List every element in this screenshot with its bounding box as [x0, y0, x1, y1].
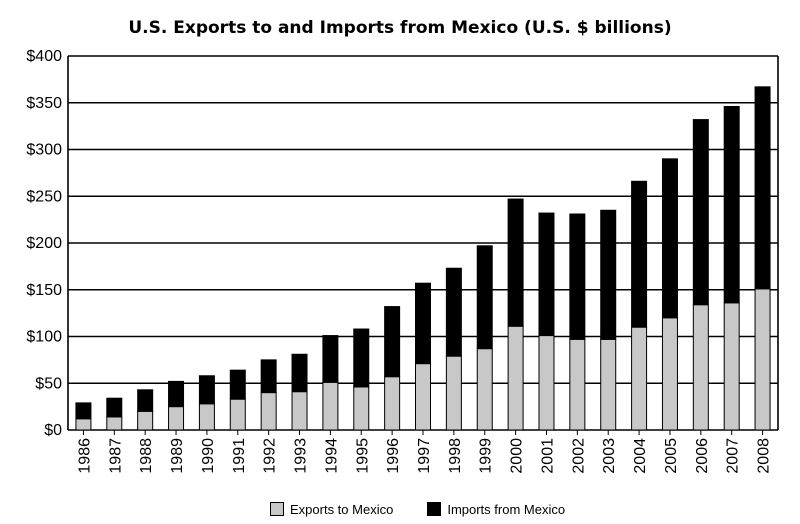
bar-exports: [631, 326, 648, 431]
y-tick-label: $0: [44, 422, 62, 439]
x-tick-label: 1990: [200, 438, 217, 474]
x-tick-label: 2000: [509, 438, 526, 474]
x-tick-label: 1988: [138, 438, 155, 474]
x-tick-label: 1993: [293, 438, 310, 474]
x-tick-label: 1996: [385, 438, 402, 474]
bar-exports: [445, 355, 462, 431]
bar-exports: [384, 376, 401, 431]
x-tick-label: 2004: [632, 438, 649, 474]
x-tick-label: 1991: [231, 438, 248, 474]
legend: Exports to Mexico Imports from Mexico: [270, 500, 599, 518]
x-tick-label: 2007: [725, 438, 742, 474]
legend-label-imports: Imports from Mexico: [447, 501, 566, 517]
bar-imports: [137, 389, 154, 412]
bar-imports: [507, 198, 524, 327]
bar-imports: [260, 359, 277, 394]
bar-exports: [137, 410, 154, 431]
y-tick-label: $200: [26, 235, 62, 252]
y-tick-label: $150: [26, 282, 62, 299]
bar-imports: [384, 306, 401, 378]
bar-imports: [106, 397, 123, 418]
bar-imports: [754, 86, 771, 290]
legend-swatch-imports: [427, 502, 442, 516]
y-tick-label: $300: [26, 142, 62, 159]
x-tick-label: 2003: [601, 438, 618, 474]
x-tick-label: 2002: [570, 438, 587, 474]
bar-exports: [754, 288, 771, 431]
bar-imports: [168, 380, 185, 408]
x-tick-label: 1992: [262, 438, 279, 474]
bar-imports: [476, 245, 493, 350]
bar-imports: [600, 209, 617, 340]
x-tick-label: 1997: [416, 438, 433, 474]
bar-imports: [291, 353, 308, 393]
chart-title: U.S. Exports to and Imports from Mexico …: [128, 18, 672, 38]
bar-exports: [260, 392, 277, 431]
x-tick-label: 1995: [354, 438, 371, 474]
bar-exports: [291, 391, 308, 431]
bar-exports: [322, 381, 339, 431]
bar-imports: [75, 402, 92, 420]
bar-imports: [229, 369, 246, 400]
bar-imports: [415, 282, 431, 365]
bar-exports: [415, 363, 431, 431]
bar-exports: [75, 418, 92, 431]
bar-imports: [198, 375, 215, 405]
y-tick-label: $50: [35, 375, 62, 392]
bar-exports: [229, 398, 246, 431]
x-tick-label: 2001: [539, 438, 556, 474]
legend-label-exports: Exports to Mexico: [290, 501, 394, 517]
bar-exports: [168, 406, 185, 431]
bar-imports: [692, 119, 709, 306]
bar-imports: [445, 267, 462, 357]
legend-swatch-exports: [270, 502, 284, 516]
bar-imports: [661, 158, 678, 319]
bar-exports: [723, 302, 740, 431]
bar-imports: [353, 328, 370, 388]
x-tick-label: 1989: [169, 438, 186, 474]
bar-imports: [723, 105, 740, 304]
bar-exports: [507, 325, 524, 431]
x-tick-label: 2005: [663, 438, 680, 474]
bar-exports: [476, 348, 493, 431]
legend-item-exports: Exports to Mexico: [270, 502, 393, 517]
x-tick-label: 1998: [447, 438, 464, 474]
y-tick-label: $100: [26, 329, 62, 346]
bar-exports: [538, 335, 555, 431]
bar-exports: [353, 386, 370, 431]
x-tick-label: 2008: [756, 438, 773, 474]
y-tick-label: $400: [26, 48, 62, 65]
y-tick-label: $250: [26, 188, 62, 205]
bar-exports: [692, 304, 709, 431]
bar-exports: [106, 416, 123, 431]
bar-imports: [322, 335, 339, 383]
x-tick-label: 2006: [694, 438, 711, 474]
bar-exports: [569, 338, 586, 431]
bar-imports: [631, 180, 648, 328]
bar-imports: [538, 212, 555, 337]
x-tick-label: 1999: [478, 438, 495, 474]
bar-imports: [569, 213, 586, 340]
bar-exports: [661, 317, 678, 431]
x-tick-label: 1986: [76, 438, 93, 474]
legend-item-imports: Imports from Mexico: [427, 502, 565, 517]
y-tick-label: $350: [26, 95, 62, 112]
x-tick-label: 1987: [107, 438, 124, 474]
x-tick-label: 1994: [323, 438, 340, 474]
bar-exports: [198, 403, 215, 431]
bar-exports: [600, 338, 617, 431]
